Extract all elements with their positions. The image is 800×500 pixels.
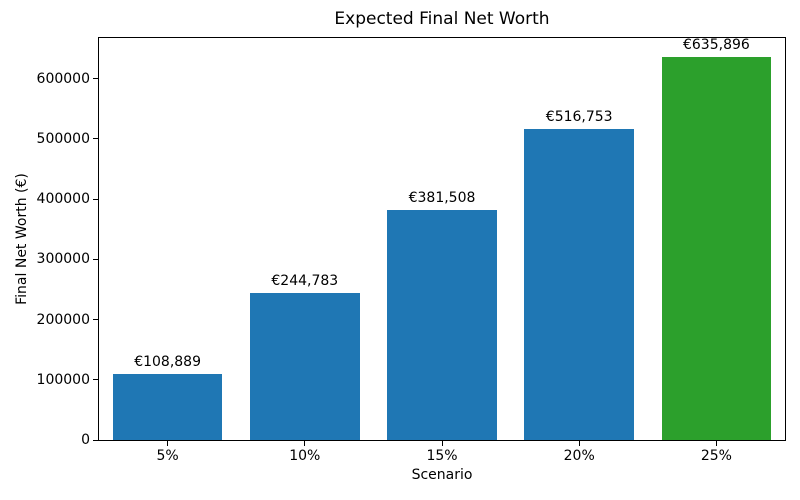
y-tick-mark [93, 439, 98, 441]
x-tick-mark [304, 441, 306, 446]
chart-title: Expected Final Net Worth [334, 9, 550, 29]
y-tick-mark [93, 319, 98, 321]
y-axis-label: Final Net Worth (€) [14, 173, 30, 305]
y-tick-label: 300000 [36, 251, 90, 268]
x-tick-label: 25% [700, 448, 732, 464]
bar-value-label: €381,508 [408, 190, 476, 207]
y-tick-label: 600000 [36, 70, 90, 87]
plot-area: 0 100000 200000 300000 400000 500000 600000 €10… [37, 37, 786, 464]
x-tick-label: 5% [156, 448, 179, 464]
x-tick-mark [167, 441, 169, 446]
y-tick-label: 400000 [36, 191, 90, 208]
x-tick-label: 20% [563, 448, 595, 464]
x-tick-mark [441, 441, 443, 446]
y-tick-mark [93, 78, 98, 80]
bar-value-label: €516,753 [545, 108, 613, 125]
bar-value-label: €635,896 [682, 37, 750, 54]
x-tick-label: 10% [289, 448, 321, 464]
y-tick-label: 0 [81, 432, 90, 448]
bar-5% [112, 374, 223, 440]
y-tick-mark [93, 258, 98, 260]
x-tick-mark [578, 441, 580, 446]
bar-value-label: €244,783 [271, 272, 339, 289]
y-tick-label: 500000 [36, 130, 90, 147]
bar-25% [661, 57, 772, 440]
bar-10% [249, 292, 360, 440]
x-tick-label: 15% [426, 448, 458, 464]
x-axis-label: Scenario [411, 467, 473, 483]
y-tick-label: 200000 [36, 311, 90, 328]
y-tick-mark [93, 379, 98, 381]
y-tick-label: 100000 [36, 371, 90, 388]
x-tick-mark [715, 441, 717, 446]
y-tick-mark [93, 138, 98, 140]
bar-15% [387, 210, 497, 440]
bar-20% [524, 128, 635, 440]
bar-value-label: €108,889 [134, 354, 201, 371]
y-tick-mark [93, 198, 98, 200]
